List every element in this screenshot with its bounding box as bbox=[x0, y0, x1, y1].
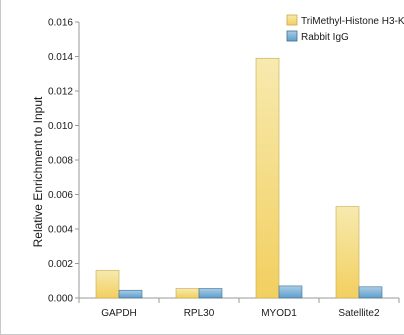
y-tick-label: 0.016 bbox=[48, 18, 73, 29]
bar-satellite2-rabbit-igg bbox=[358, 286, 383, 299]
y-axis-ticks: 0.000 0.002 0.004 0.006 0.008 0.010 0.012 0.014… bbox=[48, 18, 79, 305]
bar-rpl30-rabbit-igg bbox=[198, 288, 223, 299]
bar-gapdh-rabbit-igg bbox=[118, 289, 143, 299]
legend-label-trimethyl: TriMethyl-Histone H3-K27 bbox=[301, 16, 404, 27]
y-tick-label: 0.004 bbox=[48, 225, 73, 236]
x-tick-label: RPL30 bbox=[184, 308, 215, 319]
bar-gapdh-trimethyl bbox=[95, 270, 120, 299]
x-tick-label: GAPDH bbox=[101, 308, 137, 319]
legend: TriMethyl-Histone H3-K27 Rabbit IgG bbox=[286, 14, 404, 43]
y-tick-label: 0.008 bbox=[48, 156, 73, 167]
bar-myod1-rabbit-igg bbox=[278, 285, 303, 299]
legend-label-rabbit-igg: Rabbit IgG bbox=[301, 32, 349, 43]
x-axis-ticks bbox=[78, 298, 400, 303]
y-tick-label: 0.010 bbox=[48, 121, 73, 132]
legend-swatch-rabbit-igg bbox=[286, 30, 298, 42]
y-tick-label: 0.000 bbox=[48, 294, 73, 305]
y-axis-title: Relative Enrichment to Input bbox=[31, 96, 45, 247]
x-axis-labels: GAPDH RPL30 MYOD1 Satellite2 bbox=[101, 308, 380, 319]
x-tick-label: Satellite2 bbox=[338, 308, 380, 319]
y-tick-label: 0.012 bbox=[48, 87, 73, 98]
y-tick-label: 0.006 bbox=[48, 190, 73, 201]
bar-rpl30-trimethyl bbox=[175, 288, 200, 299]
y-tick-label: 0.002 bbox=[48, 259, 73, 270]
x-tick-label: MYOD1 bbox=[261, 308, 297, 319]
legend-swatch-trimethyl bbox=[286, 14, 298, 26]
bars bbox=[95, 57, 383, 299]
bar-satellite2-trimethyl bbox=[335, 206, 360, 299]
y-tick-label: 0.014 bbox=[48, 52, 73, 63]
bar-myod1-trimethyl bbox=[255, 57, 280, 299]
